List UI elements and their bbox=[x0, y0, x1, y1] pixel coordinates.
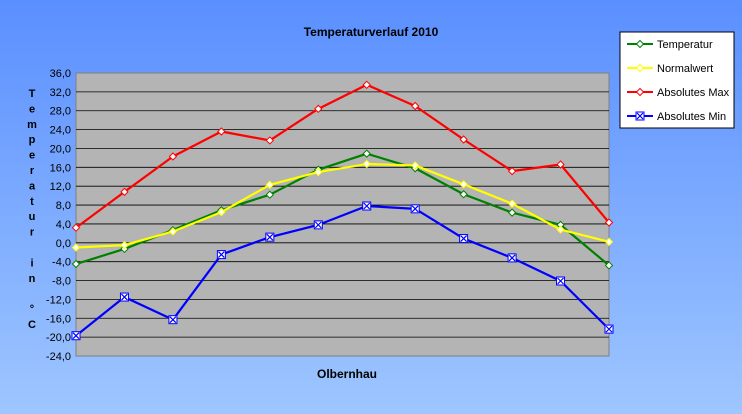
y-axis-label-letter: e bbox=[29, 150, 35, 162]
absolutes-max-point bbox=[410, 101, 420, 111]
legend-entry-temperatur: Temperatur bbox=[627, 39, 713, 51]
x-axis-label: Olbernhau bbox=[317, 367, 377, 381]
absolutes-max-point bbox=[459, 135, 468, 144]
normalwert-point bbox=[507, 199, 517, 208]
legend-entry-absolutes-min: Absolutes Min bbox=[627, 111, 726, 123]
y-tick-label: 12,0 bbox=[50, 181, 71, 193]
y-axis-label-letter: e bbox=[29, 103, 35, 115]
y-axis-label-letter: p bbox=[29, 134, 36, 146]
absolutes-min-point-cross bbox=[266, 233, 274, 241]
legend-entry-normalwert: Normalwert bbox=[627, 63, 713, 75]
y-axis-label-letter: u bbox=[29, 211, 36, 223]
absolutes-min-point-cross bbox=[72, 332, 80, 340]
series-line-absolutes-max bbox=[75, 83, 610, 229]
y-axis-label-letter: T bbox=[29, 88, 36, 100]
normalwert-point bbox=[168, 227, 178, 236]
y-axis-label-letter: i bbox=[30, 257, 33, 269]
y-tick-label: 8,0 bbox=[56, 200, 71, 212]
legend-temperatur-point bbox=[635, 39, 645, 49]
temperatur-point bbox=[362, 149, 371, 158]
absolutes-max-point bbox=[168, 152, 178, 161]
y-tick-label: 16,0 bbox=[50, 162, 71, 174]
series-absolutes-max bbox=[71, 80, 614, 232]
absolutes-max-point bbox=[265, 136, 275, 145]
y-axis-label-letter: t bbox=[30, 196, 34, 208]
y-axis-label-letter: m bbox=[27, 119, 37, 131]
y-axis-label-letter: n bbox=[29, 273, 36, 285]
y-tick-label: -8,0 bbox=[52, 276, 71, 288]
chart-title: Temperaturverlauf 2010 bbox=[304, 25, 439, 39]
y-axis-label-letter: r bbox=[30, 165, 35, 177]
absolutes-min-point-cross bbox=[605, 325, 613, 333]
absolutes-min-point-cross bbox=[508, 254, 516, 262]
series-line-absolutes-min bbox=[75, 204, 610, 337]
legend-absolutes-min-point-cross bbox=[636, 112, 644, 120]
absolutes-min-point-cross bbox=[411, 205, 419, 213]
absolutes-max-point bbox=[604, 218, 614, 227]
legend-label-normalwert: Normalwert bbox=[657, 63, 713, 75]
absolutes-min-point-cross bbox=[460, 235, 468, 242]
absolutes-min-point-cross bbox=[557, 277, 564, 285]
y-tick-label: -20,0 bbox=[46, 332, 71, 344]
normalwert-point bbox=[459, 180, 468, 189]
legend-label-absolutes-max: Absolutes Max bbox=[657, 87, 730, 99]
y-tick-label: 0,0 bbox=[56, 238, 71, 250]
y-tick-labels: 36,0 32,0 28,0 24,0 20,0 16,0 12,0 8,0 4,0 0,0 -4,… bbox=[46, 68, 71, 363]
legend-entry-absolutes-max: Absolutes Max bbox=[627, 87, 730, 99]
absolutes-min-point-cross bbox=[314, 221, 322, 229]
normalwert-point bbox=[71, 243, 81, 252]
absolutes-max-point bbox=[217, 127, 226, 136]
normalwert-point bbox=[362, 159, 371, 169]
normalwert-point bbox=[265, 180, 275, 189]
temperatur-point bbox=[604, 261, 614, 270]
absolutes-min-point-cross bbox=[217, 251, 225, 259]
absolutes-max-point bbox=[362, 80, 371, 89]
absolutes-min-point-cross bbox=[169, 316, 177, 324]
absolutes-max-point bbox=[507, 166, 517, 176]
y-tick-label: -12,0 bbox=[46, 294, 71, 306]
series-line-normalwert bbox=[75, 162, 610, 249]
y-tick-label: -4,0 bbox=[52, 257, 71, 269]
grid-lines bbox=[76, 91, 609, 338]
normalwert-point bbox=[217, 207, 226, 217]
y-tick-label: 36,0 bbox=[50, 68, 71, 80]
y-axis-label-letter: C bbox=[28, 319, 36, 331]
legend: Temperatur Normalwert Absolutes Max Absolut… bbox=[619, 31, 735, 129]
absolutes-max-point bbox=[120, 187, 129, 197]
y-tick-label: -16,0 bbox=[46, 313, 71, 325]
y-tick-label: 20,0 bbox=[50, 143, 71, 155]
series-group bbox=[71, 80, 614, 341]
y-tick-label: 24,0 bbox=[50, 125, 71, 137]
temperatur-point bbox=[507, 208, 517, 217]
y-axis-label-letter: r bbox=[30, 227, 35, 239]
absolutes-max-point bbox=[71, 223, 81, 232]
legend-label-absolutes-min: Absolutes Min bbox=[657, 111, 726, 123]
legend-absolutes-max-point bbox=[635, 87, 645, 97]
normalwert-point bbox=[314, 167, 323, 177]
normalwert-point bbox=[410, 161, 420, 170]
y-tick-label: 4,0 bbox=[56, 219, 71, 231]
legend-label-temperatur: Temperatur bbox=[657, 39, 713, 51]
temperatur-point bbox=[71, 259, 81, 269]
absolutes-min-point-cross bbox=[363, 202, 371, 210]
y-tick-label: -24,0 bbox=[46, 351, 71, 363]
temperatur-point bbox=[459, 190, 468, 199]
absolutes-max-point bbox=[556, 160, 565, 169]
y-axis-label-letter: ° bbox=[30, 304, 34, 316]
y-axis-label-letter: a bbox=[29, 180, 36, 192]
y-tick-label: 28,0 bbox=[50, 106, 71, 118]
legend-normalwert-point bbox=[635, 63, 645, 73]
series-normalwert bbox=[71, 159, 614, 252]
temperatur-point bbox=[265, 190, 275, 199]
normalwert-point bbox=[120, 240, 129, 250]
absolutes-max-point bbox=[314, 104, 323, 114]
normalwert-point bbox=[556, 225, 565, 234]
series-absolutes-min bbox=[71, 201, 614, 341]
absolutes-min-point-cross bbox=[121, 293, 128, 301]
normalwert-point bbox=[604, 237, 614, 247]
y-tick-label: 32,0 bbox=[50, 87, 71, 99]
